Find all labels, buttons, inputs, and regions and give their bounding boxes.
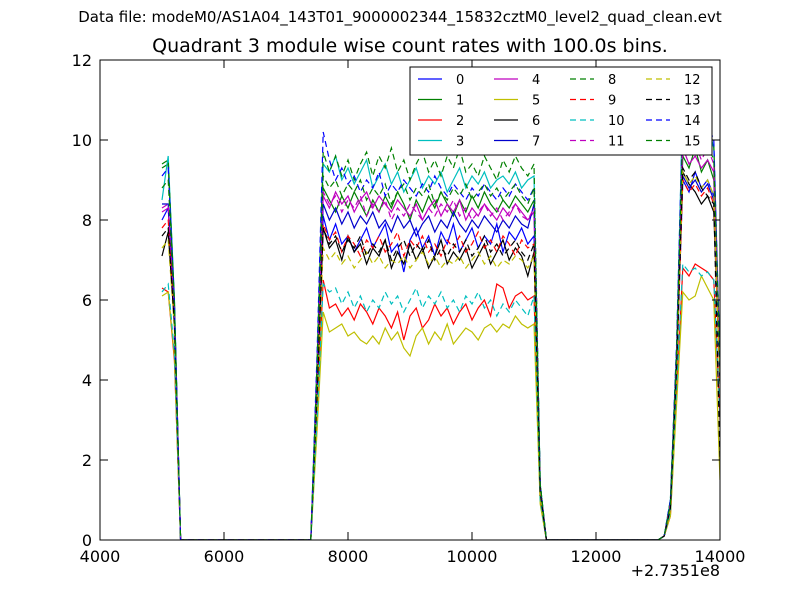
legend-label-5: 5 — [532, 94, 540, 109]
legend-label-4: 4 — [532, 73, 540, 88]
series-line-0 — [161, 170, 720, 540]
y-tick-label: 10 — [72, 131, 92, 150]
x-tick-label: 14000 — [695, 547, 746, 566]
legend-label-1: 1 — [456, 94, 464, 109]
series-line-11 — [161, 135, 720, 540]
x-tick-label: 10000 — [447, 547, 498, 566]
y-tick-label: 2 — [82, 451, 92, 470]
legend-label-9: 9 — [608, 94, 616, 109]
series-line-10 — [161, 262, 720, 540]
series-line-7 — [162, 173, 720, 540]
legend-label-7: 7 — [532, 135, 540, 150]
series-line-9 — [161, 177, 720, 540]
y-tick-label: 6 — [82, 291, 92, 310]
legend-label-3: 3 — [456, 135, 464, 150]
series-line-14 — [161, 107, 720, 540]
y-tick-label: 4 — [82, 371, 92, 390]
series-line-13 — [161, 165, 720, 540]
legend-label-6: 6 — [532, 114, 540, 129]
x-tick-label: 6000 — [204, 547, 245, 566]
figure-suptitle: Data file: modeM0/AS1A04_143T01_90000023… — [78, 8, 722, 26]
x-tick-label: 4000 — [80, 547, 121, 566]
series-line-3 — [161, 99, 720, 540]
x-axis-offset-label: +2.7351e8 — [630, 561, 720, 580]
y-tick-label: 12 — [72, 51, 92, 70]
series-line-6 — [161, 169, 720, 540]
x-tick-label: 12000 — [571, 547, 622, 566]
x-tick-label: 8000 — [328, 547, 369, 566]
series-line-4 — [161, 147, 720, 540]
legend-label-14: 14 — [684, 114, 701, 129]
chart-title: Quadrant 3 module wise count rates with … — [152, 35, 668, 57]
legend-label-8: 8 — [608, 73, 616, 88]
series-line-5 — [161, 274, 720, 540]
legend-label-15: 15 — [684, 135, 701, 150]
legend-label-2: 2 — [456, 114, 464, 129]
series-line-2 — [161, 263, 720, 540]
series-line-15 — [161, 127, 720, 540]
legend-label-13: 13 — [684, 94, 701, 109]
legend-label-12: 12 — [684, 73, 701, 88]
y-tick-label: 8 — [82, 211, 92, 230]
series-line-1 — [161, 145, 720, 540]
series-layer — [161, 99, 720, 540]
x-axis: 4000 6000 8000 10000 12000 14000 — [80, 60, 746, 566]
y-tick-label: 0 — [82, 531, 92, 550]
legend-label-11: 11 — [608, 135, 625, 150]
series-line-12 — [161, 169, 720, 540]
legend-label-10: 10 — [608, 114, 625, 129]
series-line-8 — [161, 119, 720, 540]
legend-label-0: 0 — [456, 73, 464, 88]
